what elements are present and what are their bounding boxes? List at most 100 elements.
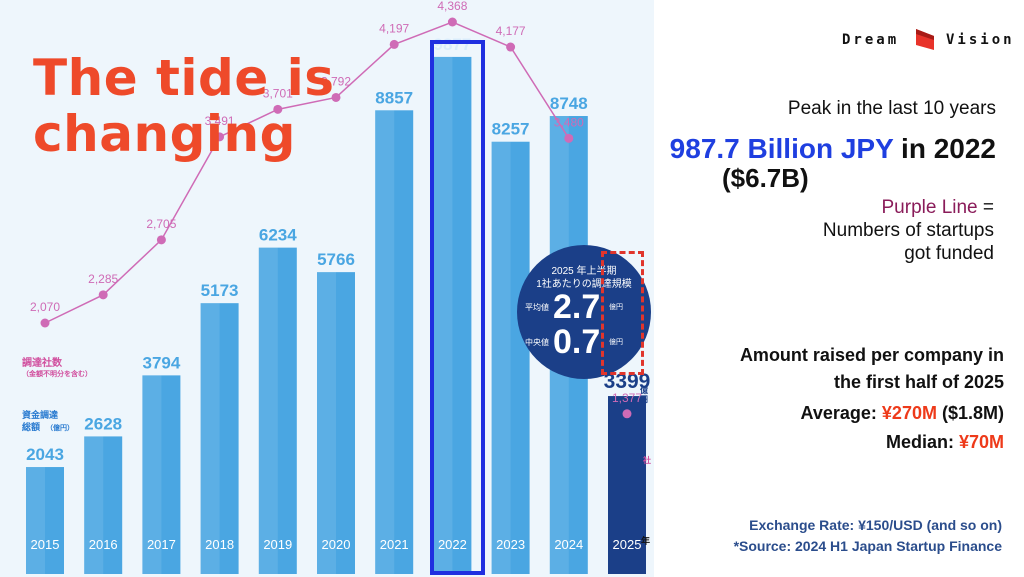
bar-2025 <box>608 396 646 574</box>
bar-2021 <box>375 110 414 574</box>
count-label-2018: 3,491 <box>205 114 235 128</box>
badge-average-value: 2.7 <box>553 288 601 326</box>
median-label: Median: <box>885 432 959 452</box>
purple-line-eq: = <box>977 197 994 218</box>
bar-2017 <box>142 375 181 574</box>
badge-median-row: 中央値 0.7 億円 <box>517 323 651 363</box>
bar-value-2025: 3399 <box>604 370 651 393</box>
peak-value-line: 987.7 Billion JPY in 2022 <box>670 133 996 165</box>
purple-line-note: Purple Line = Numbers of startups got fu… <box>823 196 994 265</box>
brand-left-text: Dream <box>842 32 900 48</box>
count-label-2017: 2,705 <box>146 217 176 231</box>
badge-title-line2: 1社あたりの調達規模 <box>536 279 632 290</box>
year-label-2016: 2016 <box>89 537 118 552</box>
bar-shade-2022 <box>433 56 453 575</box>
bar-value-2022: 9877 <box>433 35 471 54</box>
purple-line-note-row1: Purple Line = <box>823 196 995 219</box>
bar-value-2020: 5766 <box>317 250 355 269</box>
count-point-2022 <box>447 17 457 27</box>
median-value: ¥70M <box>958 432 1004 452</box>
bar-2018 <box>200 303 239 574</box>
bar-unit-2025: 億円 <box>640 386 648 404</box>
bar-2022 <box>433 56 472 575</box>
bar-value-2021: 8857 <box>375 88 413 107</box>
startup-count-line <box>44 21 570 324</box>
bar-shade-2015 <box>26 467 45 574</box>
bar-shade-2021 <box>375 110 395 574</box>
badge-title: 2025 年上半期 1社あたりの調達規模 <box>517 265 651 291</box>
year-label-2019: 2019 <box>263 537 292 552</box>
year-label-2022: 2022 <box>438 537 467 552</box>
play-logo-icon <box>916 29 934 50</box>
count-label-2016: 2,285 <box>88 272 118 286</box>
count-axis-title: 調達社数 <box>22 358 62 369</box>
amount-axis-title-1: 資金調達 <box>22 410 59 420</box>
count-label-2022: 4,368 <box>437 0 467 13</box>
average-usd: ($1.8M) <box>941 403 1004 423</box>
purple-line-note-row2: Numbers of startups <box>822 220 994 241</box>
count-point-2016 <box>98 290 108 300</box>
badge-median-unit: 億円 <box>609 339 623 346</box>
bar-value-2018: 5173 <box>201 281 239 300</box>
amount-title-line2: the first half of 2025 <box>833 372 1004 392</box>
count-label-2021: 4,197 <box>379 21 409 35</box>
badge-average-label: 平均値 <box>525 303 549 312</box>
year-label-2021: 2021 <box>380 537 409 552</box>
bar-shade-2017 <box>142 375 162 574</box>
median-dotted-box <box>601 251 644 375</box>
count-point-2017 <box>156 235 166 245</box>
highlight-2022-box <box>430 40 485 575</box>
count-label-2025: 1,377 <box>612 391 642 405</box>
average-label: Average: <box>800 403 882 423</box>
peak-value: 987.7 Billion JPY <box>669 133 894 164</box>
amount-axis-title-2: 総額 <box>22 422 41 432</box>
count-axis-subtitle: （金額不明分を含む） <box>22 371 92 378</box>
year-label-2020: 2020 <box>322 537 351 552</box>
peak-year: in 2022 <box>901 133 996 164</box>
average-row: Average: ¥270M ($1.8M) <box>801 403 1004 424</box>
bar-2016 <box>84 436 123 574</box>
peak-label: Peak in the last 10 years <box>787 98 996 119</box>
bar-value-2019: 6234 <box>259 226 297 245</box>
brand-right-text: Vision <box>946 32 1015 48</box>
count-label-2024: 3,480 <box>554 115 584 129</box>
year-suffix: 年 <box>641 536 651 546</box>
bar-2020 <box>317 272 355 574</box>
bar-value-2015: 2043 <box>26 445 64 464</box>
count-point-2021 <box>389 39 399 49</box>
count-point-2015 <box>40 318 50 328</box>
year-label-2015: 2015 <box>31 537 60 552</box>
year-label-2025: 2025 <box>613 537 642 552</box>
purple-line-note-row3: got funded <box>904 243 994 264</box>
count-point-2018 <box>215 132 225 142</box>
bar-shade-2016 <box>84 436 104 574</box>
source-note: *Source: 2024 H1 Japan Startup Finance <box>733 538 1002 554</box>
bar-value-2024: 8748 <box>550 94 588 113</box>
count-point-2024 <box>564 133 574 143</box>
bar-value-2023: 8257 <box>492 120 530 139</box>
h1-2025-badge: 2025 年上半期 1社あたりの調達規模 平均値 2.7 億円 中央値 0.7 … <box>517 245 651 379</box>
median-row: Median: ¥70M <box>886 432 1004 453</box>
count-label-2020: 3,792 <box>321 74 351 88</box>
bar-value-2017: 3794 <box>142 353 180 372</box>
count-point-2019 <box>273 104 283 114</box>
count-label-2019: 3,701 <box>263 86 293 100</box>
year-label-2018: 2018 <box>205 537 234 552</box>
count-unit-2025: 社 <box>643 456 651 465</box>
bar-shade-2018 <box>200 303 220 574</box>
badge-title-line1: 2025 年上半期 <box>551 266 617 277</box>
badge-average-unit: 億円 <box>609 304 623 311</box>
average-value: ¥270M <box>881 403 937 423</box>
year-label-2024: 2024 <box>554 537 583 552</box>
bar-2015 <box>26 467 64 574</box>
count-point-2023 <box>506 42 516 52</box>
peak-usd: ($6.7B) <box>722 163 809 193</box>
amount-title: Amount raised per company in the first h… <box>740 342 1004 396</box>
bar-shade-2020 <box>317 272 336 574</box>
badge-median-label: 中央値 <box>525 338 549 347</box>
amount-axis-unit: （億円） <box>46 425 74 432</box>
count-point-2020 <box>331 92 341 102</box>
exchange-rate-note: Exchange Rate: ¥150/USD (and so on) <box>749 517 1002 533</box>
purple-line-term: Purple Line <box>881 197 978 218</box>
headline: The tide is changing <box>33 49 335 163</box>
